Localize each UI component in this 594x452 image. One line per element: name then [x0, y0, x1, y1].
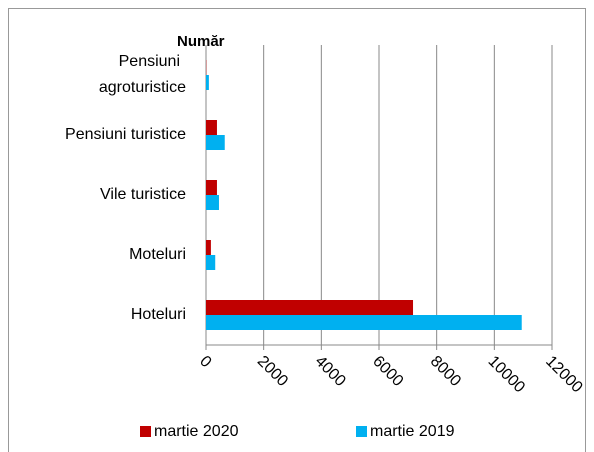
y-tick-label: Pensiuni agroturistice	[99, 53, 186, 96]
bar	[206, 180, 217, 195]
legend-label: martie 2020	[154, 423, 239, 440]
bar	[206, 75, 209, 90]
bar	[206, 135, 225, 150]
legend-swatch	[356, 426, 367, 437]
bar	[206, 120, 217, 135]
legend-label: martie 2019	[370, 423, 455, 440]
x-tick-label: 2000	[254, 353, 291, 390]
bar	[206, 255, 216, 270]
x-tick-label: 10000	[485, 353, 529, 397]
y-tick-label: Pensiuni turistice	[65, 126, 186, 143]
x-tick-label: 4000	[312, 353, 349, 390]
x-tick-label: 0	[196, 353, 214, 371]
bar	[206, 195, 219, 210]
x-tick-label: 12000	[542, 353, 586, 397]
x-tick-label: 8000	[427, 353, 464, 390]
chart-title: Număr	[177, 33, 225, 50]
x-tick-label: 6000	[369, 353, 406, 390]
bar	[206, 315, 522, 330]
chart-border	[8, 8, 586, 452]
bar	[206, 240, 211, 255]
y-tick-label: Vile turistice	[100, 186, 186, 203]
y-tick-label: Moteluri	[129, 246, 186, 263]
bar	[206, 300, 414, 315]
y-tick-label: Hoteluri	[131, 306, 186, 323]
legend-swatch	[140, 426, 151, 437]
